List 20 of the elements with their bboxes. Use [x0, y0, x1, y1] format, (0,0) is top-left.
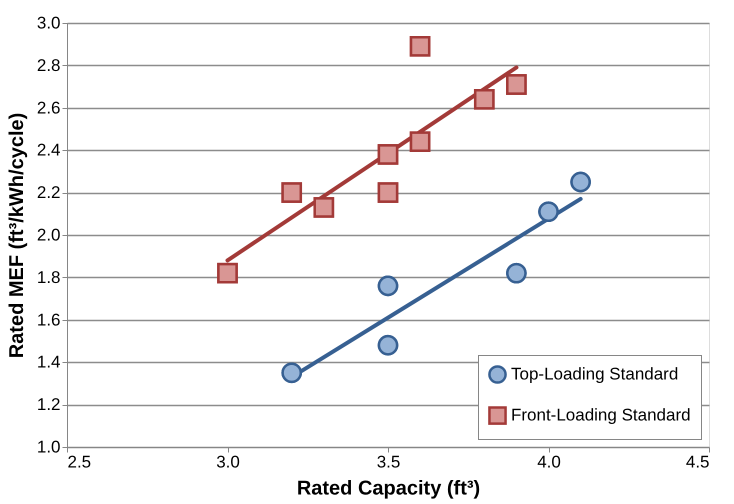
y-tick-label: 2.2 — [36, 183, 60, 202]
legend-label: Front-Loading Standard — [511, 406, 691, 424]
y-tick-label: 2.6 — [36, 98, 60, 118]
x-tick-label: 4.5 — [686, 452, 710, 472]
y-tick-label: 2.8 — [36, 56, 60, 75]
x-tick-label: 3.0 — [216, 452, 240, 472]
y-tick-label: 1.2 — [36, 395, 60, 414]
y-tick-label: 1.8 — [36, 268, 60, 287]
x-axis-title: Rated Capacity (ft³) — [296, 478, 480, 500]
y-tick-label: 2.0 — [36, 226, 60, 244]
y-tick-label: 3.0 — [36, 14, 60, 32]
x-tick-label: 2.5 — [68, 452, 92, 472]
x-tick-label: 3.5 — [376, 452, 400, 472]
y-tick-label: 2.4 — [36, 140, 60, 160]
legend-label: Top-Loading Standard — [511, 364, 678, 384]
y-tick-label: 1.0 — [36, 438, 60, 456]
x-tick-label: 4.0 — [537, 452, 561, 472]
y-tick-label: 1.4 — [36, 352, 60, 372]
y-tick-label: 1.6 — [36, 310, 60, 330]
y-axis-title: Rated MEF (ft³/kWh/cycle) — [6, 112, 28, 358]
